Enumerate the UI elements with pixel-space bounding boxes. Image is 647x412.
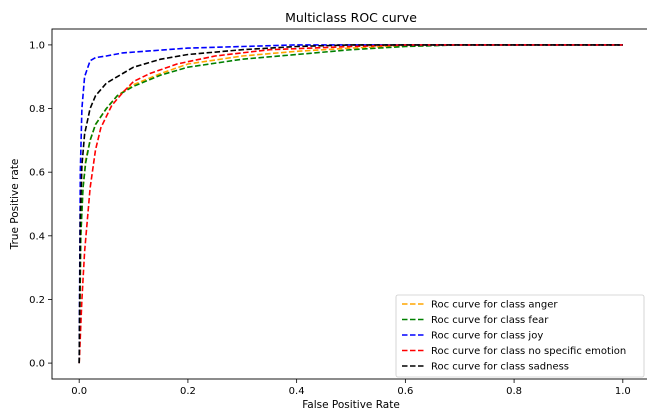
roc-line-sadness xyxy=(78,44,623,364)
chart-title: Multiclass ROC curve xyxy=(285,10,417,25)
roc-line-no-specific-emotion xyxy=(78,44,623,364)
x-axis: 0.0 0.2 0.4 0.6 0.8 1.0 xyxy=(71,379,631,397)
legend: Roc curve for class anger Roc curve for c… xyxy=(395,294,645,378)
y-axis-label: True Positive rate xyxy=(9,159,21,251)
x-tick-label: 0.8 xyxy=(506,386,522,397)
series-lines xyxy=(78,44,623,364)
x-tick-label: 0.2 xyxy=(180,386,196,397)
legend-entry: Roc curve for class fear xyxy=(431,315,549,326)
x-tick-label: 0.4 xyxy=(289,386,305,397)
x-axis-label: False Positive Rate xyxy=(302,399,400,411)
roc-line-joy xyxy=(78,44,623,364)
legend-entry: Roc curve for class joy xyxy=(431,331,543,342)
y-tick-label: 0.6 xyxy=(29,168,45,179)
y-tick-label: 0.4 xyxy=(29,231,45,242)
roc-line-fear xyxy=(78,44,623,364)
legend-entry: Roc curve for class no specific emotion xyxy=(431,346,626,357)
y-tick-label: 0.2 xyxy=(29,295,45,306)
x-tick-label: 1.0 xyxy=(615,386,631,397)
y-tick-label: 1.0 xyxy=(29,40,45,51)
x-tick-label: 0.6 xyxy=(397,386,413,397)
y-tick-label: 0.8 xyxy=(29,104,45,115)
y-tick-label: 0.0 xyxy=(29,359,45,370)
legend-entry: Roc curve for class anger xyxy=(431,300,558,311)
y-axis: 0.0 0.2 0.4 0.6 0.8 1.0 xyxy=(29,40,52,370)
x-tick-label: 0.0 xyxy=(71,386,87,397)
legend-entry: Roc curve for class sadness xyxy=(431,362,569,373)
legend-box xyxy=(395,294,645,378)
